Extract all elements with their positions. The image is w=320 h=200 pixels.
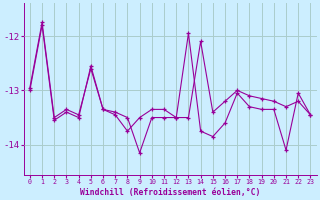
X-axis label: Windchill (Refroidissement éolien,°C): Windchill (Refroidissement éolien,°C) bbox=[80, 188, 260, 197]
